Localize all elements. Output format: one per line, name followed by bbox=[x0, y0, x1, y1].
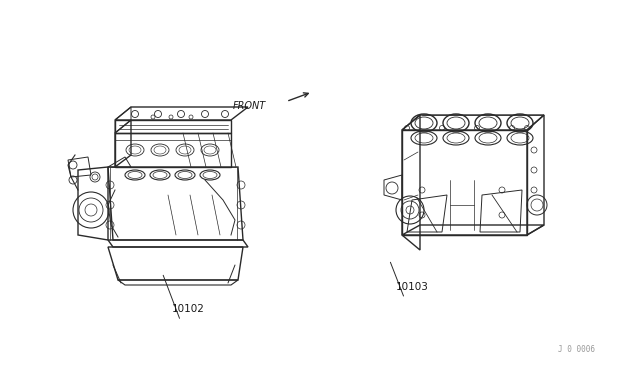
Text: 10102: 10102 bbox=[172, 304, 204, 314]
Text: 10103: 10103 bbox=[396, 282, 428, 292]
Text: FRONT: FRONT bbox=[232, 101, 266, 111]
Text: J 0 0006: J 0 0006 bbox=[557, 345, 595, 354]
